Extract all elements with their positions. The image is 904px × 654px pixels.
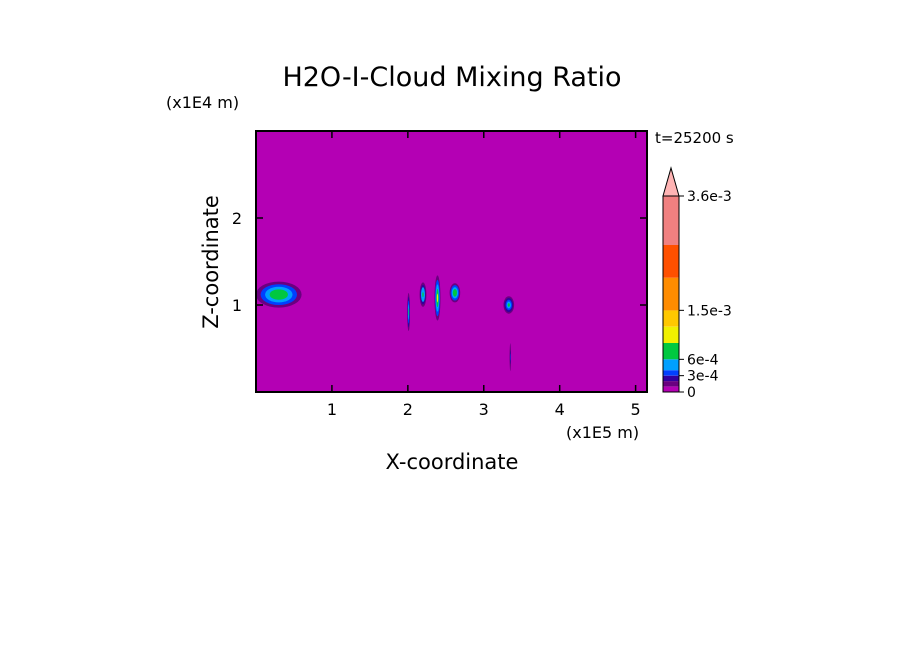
cloud-contour	[453, 290, 456, 295]
plot-background	[256, 131, 647, 392]
cloud-contour	[422, 292, 424, 297]
colorbar-segment	[663, 386, 679, 392]
colorbar-tick-label: 3e-4	[687, 369, 719, 385]
colorbar-segment	[663, 245, 679, 278]
cloud-cell	[434, 275, 441, 321]
plot-frame	[255, 130, 648, 393]
colorbar-tick-label: 6e-4	[687, 352, 719, 368]
cloud-cell	[449, 283, 461, 303]
y-tick-label: 2	[232, 209, 242, 228]
x-scale-label: (x1E5 m)	[566, 423, 639, 442]
colorbar: 03e-46e-4 1.5e-3 3.6e-3	[662, 166, 732, 401]
cloud-field	[255, 275, 515, 375]
colorbar-segment	[663, 310, 679, 327]
y-tick-label: 1	[232, 296, 242, 315]
cloud-cell	[509, 339, 512, 375]
x-tick-label: 1	[327, 400, 337, 419]
cloud-contour	[436, 293, 439, 303]
colorbar-segment	[663, 326, 679, 343]
colorbar-segment	[663, 343, 679, 360]
cloud-contour	[408, 308, 409, 316]
colorbar-over-arrow	[662, 166, 680, 197]
colorbar-tick-label: 0	[687, 385, 696, 401]
y-axis-label: Z-coordinate	[199, 195, 223, 329]
colorbar-segment	[663, 370, 679, 376]
x-tick-label: 5	[631, 400, 641, 419]
colorbar-tick-label: 3.6e-3	[687, 189, 732, 205]
y-scale-label: (x1E4 m)	[166, 93, 239, 112]
axis-ticks: 1 2 3 4 5 1 2	[232, 131, 647, 419]
colorbar-segment-top	[663, 196, 679, 245]
colorbar-tick-label: 1.5e-3	[687, 303, 732, 319]
cloud-contour	[507, 303, 510, 307]
x-tick-label: 2	[403, 400, 413, 419]
colorbar-segment	[663, 375, 679, 382]
cloud-cell	[255, 281, 302, 308]
colorbar-segment	[663, 277, 679, 311]
colorbar-frame	[662, 195, 680, 393]
x-axis-label: X-coordinate	[386, 450, 519, 474]
time-label: t=25200 s	[655, 129, 734, 147]
cloud-cell	[503, 296, 515, 314]
cloud-cell	[407, 292, 410, 332]
colorbar-segment	[663, 359, 679, 371]
cloud-contour	[274, 292, 284, 298]
cloud-cell	[419, 282, 427, 307]
x-tick-label: 3	[479, 400, 489, 419]
chart-title: H2O-I-Cloud Mixing Ratio	[282, 62, 621, 93]
colorbar-segment	[663, 381, 679, 387]
x-tick-label: 4	[555, 400, 565, 419]
